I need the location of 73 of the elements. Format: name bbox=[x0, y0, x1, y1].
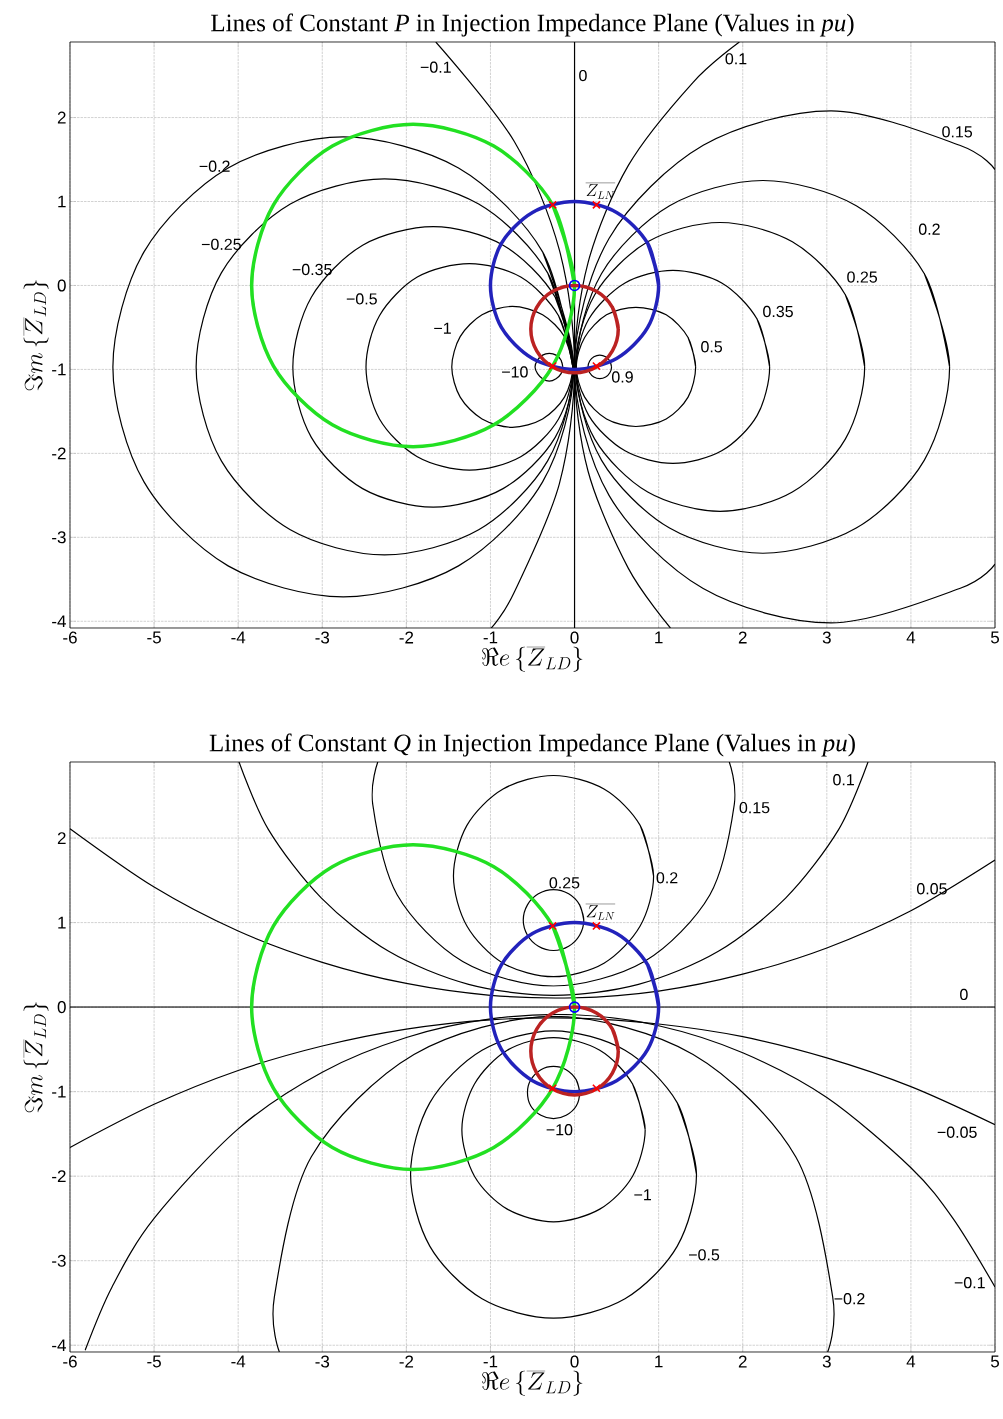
x-tick-label: 0 bbox=[570, 1355, 579, 1368]
y-tick-label: -1 bbox=[52, 1085, 66, 1098]
chart-title: Lines of Constant Q in Injection Impedance Plane (Values in pu) bbox=[209, 733, 855, 757]
series-label: −0.1 bbox=[420, 61, 451, 73]
x-tick-label: 4 bbox=[906, 1355, 916, 1368]
x-tick-label: -2 bbox=[399, 631, 414, 644]
series-label: −10 bbox=[546, 1124, 573, 1136]
x-axis-title: $\Re e\left\{\overline{Z}_{LD}\right\}$ bbox=[482, 1370, 583, 1396]
series-label: 0.25 bbox=[549, 877, 580, 889]
series-label: −1 bbox=[634, 1189, 651, 1201]
series-label: 0.9 bbox=[611, 371, 633, 383]
x-tick-label: -4 bbox=[231, 1355, 246, 1368]
x-tick-label: 2 bbox=[738, 631, 747, 644]
series-label: 0.1 bbox=[833, 774, 854, 786]
y-tick-label: -4 bbox=[52, 1339, 66, 1352]
y-tick-label: 2 bbox=[57, 832, 66, 844]
x-tick-label: 2 bbox=[738, 1355, 747, 1368]
x-tick-label: -3 bbox=[315, 1355, 330, 1368]
y-tick-label: 0 bbox=[57, 1001, 66, 1014]
annotation: $\overline{Z_{LN}}$ bbox=[585, 903, 616, 920]
x-tick-label: -5 bbox=[147, 631, 161, 644]
series-label: 0 bbox=[960, 988, 968, 1001]
series-label: −0.35 bbox=[292, 263, 332, 276]
x-tick-label: -1 bbox=[483, 1355, 498, 1368]
y-tick-label: 2 bbox=[57, 111, 66, 124]
x-tick-label: -1 bbox=[483, 631, 498, 644]
series-label: 0.2 bbox=[918, 223, 940, 235]
series-label: −0.1 bbox=[954, 1277, 985, 1289]
y-tick-label: -2 bbox=[52, 1170, 66, 1183]
x-tick-label: 4 bbox=[906, 631, 916, 644]
series-label: −0.5 bbox=[689, 1249, 720, 1261]
series-label: 0.25 bbox=[847, 271, 878, 283]
y-axis-title: $\Im m\left\{\overline{Z}_{LD}\right\}$ bbox=[23, 1002, 49, 1113]
y-axis-title: $\Im m\left\{\overline{Z}_{LD}\right\}$ bbox=[23, 280, 49, 391]
series-label: 0.35 bbox=[763, 305, 793, 318]
x-tick-label: -6 bbox=[63, 631, 77, 644]
series-label: 0.05 bbox=[916, 883, 947, 895]
x-tick-label: 1 bbox=[655, 631, 663, 644]
x-axis-title: $\Re e\left\{\overline{Z}_{LD}\right\}$ bbox=[482, 646, 583, 672]
y-tick-label: -2 bbox=[52, 447, 66, 460]
x-tick-label: 1 bbox=[655, 1355, 663, 1368]
x-tick-label: 0 bbox=[570, 631, 579, 644]
x-tick-label: -5 bbox=[147, 1355, 161, 1368]
series-label: 0.2 bbox=[656, 872, 678, 884]
y-tick-label: -3 bbox=[52, 531, 66, 544]
series-label: 0.1 bbox=[725, 53, 747, 65]
series-label: 0.5 bbox=[701, 341, 723, 353]
series-label: −1 bbox=[434, 322, 451, 334]
series-label: −0.5 bbox=[346, 293, 377, 305]
x-tick-label: 5 bbox=[990, 1355, 1000, 1368]
chart-title: Lines of Constant P in Injection Impedance Plane (Values in pu) bbox=[211, 13, 854, 37]
x-tick-label: 3 bbox=[822, 631, 831, 644]
series-label: 0.15 bbox=[942, 126, 973, 138]
y-tick-label: -4 bbox=[52, 615, 66, 628]
y-tick-label: 1 bbox=[58, 916, 66, 929]
series-label: −0.05 bbox=[937, 1126, 977, 1138]
series-label: −0.2 bbox=[199, 160, 230, 172]
x-tick-label: -3 bbox=[315, 631, 330, 644]
x-tick-label: 5 bbox=[990, 631, 1000, 644]
series-label: −0.2 bbox=[834, 1293, 865, 1305]
y-tick-label: -3 bbox=[52, 1254, 66, 1267]
x-tick-label: -2 bbox=[399, 1355, 414, 1368]
y-tick-label: 1 bbox=[58, 195, 66, 208]
series-label: 0.15 bbox=[739, 801, 770, 814]
series-label: −0.25 bbox=[201, 238, 241, 250]
x-tick-label: -4 bbox=[231, 631, 246, 644]
y-tick-label: -1 bbox=[52, 363, 66, 376]
series-label: 0 bbox=[579, 69, 587, 82]
x-tick-label: 3 bbox=[822, 1355, 831, 1368]
series-label: −10 bbox=[502, 366, 528, 378]
annotation: $\overline{Z_{LN}}$ bbox=[585, 182, 616, 199]
y-tick-label: 0 bbox=[57, 279, 66, 292]
x-tick-label: -6 bbox=[63, 1355, 77, 1368]
